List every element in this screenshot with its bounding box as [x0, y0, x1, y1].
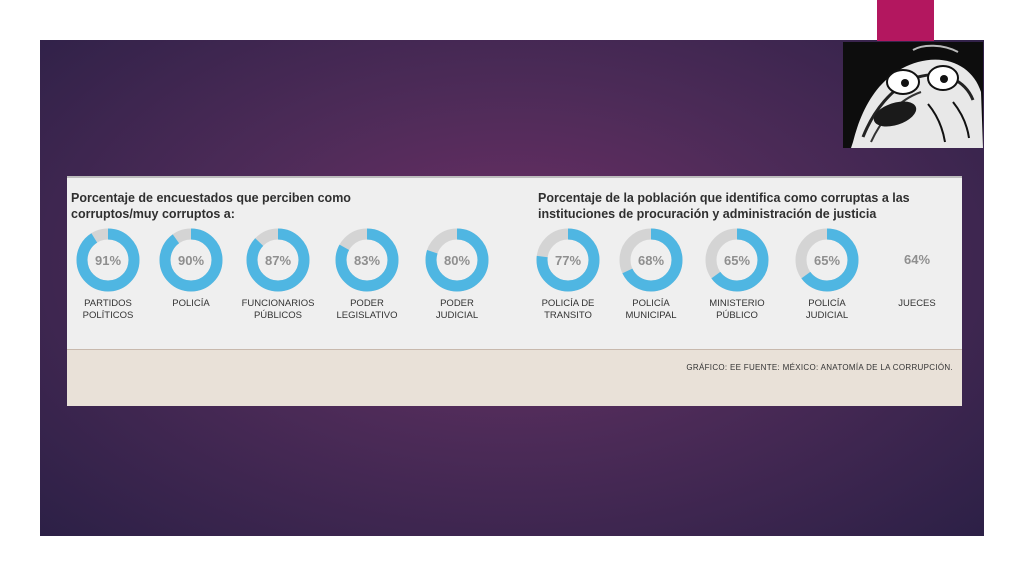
donut-value-label: 90%: [178, 253, 204, 268]
label-line-1: PODER: [350, 298, 384, 309]
donut-value-label: 68%: [638, 253, 664, 268]
donut-chart: 87%: [246, 228, 310, 292]
donut-category-label: PODER JUDICIAL: [417, 298, 497, 322]
label-line-1: POLICÍA: [632, 298, 670, 309]
value-label: 64%: [903, 252, 931, 267]
left-title-line-1: Porcentaje de encuestados que perciben c…: [71, 191, 351, 205]
donut-funcionarios-publicos: 87% FUNCIONARIOS PÚBLICOS: [238, 228, 318, 322]
label-line-2: MUNICIPAL: [625, 310, 677, 321]
donut-policia: 90% POLICÍA: [151, 228, 231, 310]
donut-value-label: 83%: [354, 253, 380, 268]
donut-policia-de-transito: 77% POLICÍA DE TRANSITO: [528, 228, 608, 322]
donut-value-label: 91%: [95, 253, 121, 268]
donut-category-label: PODER LEGISLATIVO: [327, 298, 407, 322]
donut-category-label: PARTIDOS POLÍTICOS: [68, 298, 148, 322]
donut-chart: 68%: [619, 228, 683, 292]
donut-value-arc: [335, 228, 399, 292]
donut-value-label: 65%: [814, 253, 840, 268]
donut-partidos-politicos: 91% PARTIDOS POLÍTICOS: [68, 228, 148, 322]
donut-value-arc: [705, 228, 769, 292]
right-section-title: Porcentaje de la población que identific…: [538, 190, 910, 222]
donut-value-label: 80%: [444, 253, 470, 268]
donut-value-label: 77%: [555, 253, 581, 268]
meme-face-illustration: [843, 42, 983, 148]
accent-tab: [877, 0, 934, 41]
label-line-1: FUNCIONARIOS: [241, 298, 315, 309]
label-line-2: LEGISLATIVO: [336, 310, 398, 321]
label-line-2: PÚBLICO: [716, 310, 758, 321]
left-title-line-2: corruptos/muy corruptos a:: [71, 207, 235, 221]
label-line-2: TRANSITO: [544, 310, 592, 321]
donut-policia-judicial: 65% POLICÍA JUDICIAL: [787, 228, 867, 322]
donut-chart: 65%: [795, 228, 859, 292]
label-line-2: JUDICIAL: [805, 310, 849, 321]
donut-category-label: FUNCIONARIOS PÚBLICOS: [238, 298, 318, 322]
donut-value-arc: [536, 228, 600, 292]
donut-category-label: POLICÍA: [151, 298, 231, 310]
right-title-line-1: Porcentaje de la población que identific…: [538, 191, 910, 205]
label-line-2: PÚBLICOS: [253, 310, 303, 321]
label-line-1: POLICÍA: [808, 298, 846, 309]
donut-chart: 65%: [705, 228, 769, 292]
donut-poder-legislativo: 83% PODER LEGISLATIVO: [327, 228, 407, 322]
meme-face-image: [843, 42, 983, 148]
category-label: JUECES: [877, 298, 957, 310]
label-line-2: POLÍTICOS: [82, 310, 134, 321]
label-line-2: JUDICIAL: [435, 310, 479, 321]
source-credit: GRÁFICO: EE FUENTE: MÉXICO: ANATOMÍA DE …: [686, 363, 953, 372]
donut-chart: 80%: [425, 228, 489, 292]
right-title-line-2: instituciones de procuración y administr…: [538, 207, 877, 221]
donut-ministerio-publico: 65% MINISTERIO PÚBLICO: [697, 228, 777, 322]
donut-chart: 91%: [76, 228, 140, 292]
donut-category-label: POLICÍA DE TRANSITO: [528, 298, 608, 322]
donut-category-label: MINISTERIO PÚBLICO: [697, 298, 777, 322]
donut-value-arc: [76, 228, 140, 292]
donut-value-label: 65%: [724, 253, 750, 268]
infographic-panel: Porcentaje de encuestados que perciben c…: [67, 176, 962, 406]
donut-category-label: POLICÍA JUDICIAL: [787, 298, 867, 322]
donut-value-arc: [619, 228, 683, 292]
donut-chart: 77%: [536, 228, 600, 292]
donut-policia-municipal: 68% POLICÍA MUNICIPAL: [611, 228, 691, 322]
donut-value-arc: [425, 228, 489, 292]
donut-category-label: POLICÍA MUNICIPAL: [611, 298, 691, 322]
left-section-title: Porcentaje de encuestados que perciben c…: [71, 190, 351, 222]
donut-poder-judicial: 80% PODER JUDICIAL: [417, 228, 497, 322]
source-footer: GRÁFICO: EE FUENTE: MÉXICO: ANATOMÍA DE …: [67, 349, 962, 406]
label-line-1: JUECES: [898, 298, 936, 309]
donut-value-arc: [246, 228, 310, 292]
donut-value-arc: [795, 228, 859, 292]
label-line-1: PODER: [440, 298, 474, 309]
label-line-1: MINISTERIO: [709, 298, 765, 309]
value-jueces: 64% JUECES: [877, 228, 957, 310]
donut-value-arc: [159, 228, 223, 292]
label-line-1: POLICÍA DE: [541, 298, 595, 309]
label-line-1: PARTIDOS: [84, 298, 132, 309]
donut-chart: 90%: [159, 228, 223, 292]
donut-value-label: 87%: [265, 253, 291, 268]
label-line-1: POLICÍA: [172, 298, 210, 309]
donut-chart: 83%: [335, 228, 399, 292]
